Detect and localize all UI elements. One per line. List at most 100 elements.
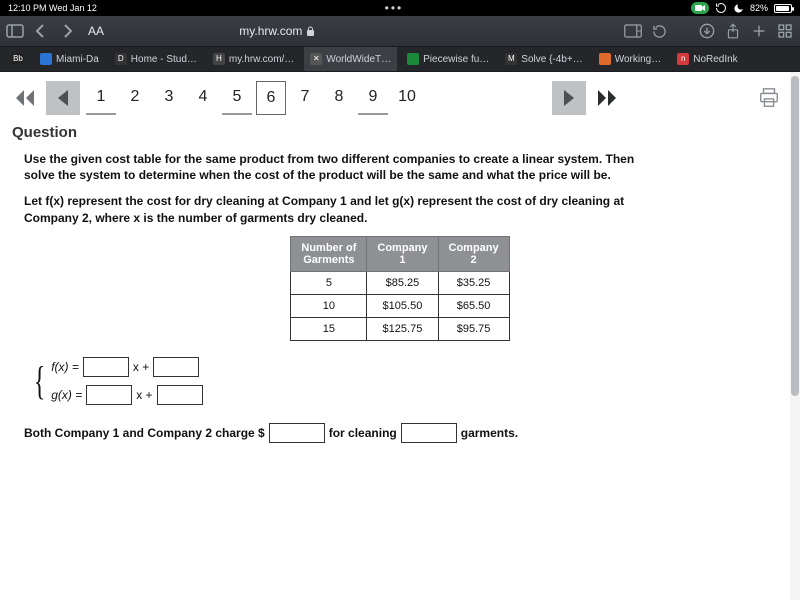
table-cell: $35.25 <box>438 271 509 294</box>
tab-label: WorldWideT… <box>326 54 391 65</box>
pager-next-button[interactable] <box>552 81 586 115</box>
table-cell: $65.50 <box>438 294 509 317</box>
page-content: 12345678910 Question Use the given cost … <box>0 72 800 600</box>
tab-label: Solve {-4b+… <box>521 54 582 65</box>
pager-first-button[interactable] <box>8 81 42 115</box>
f-xplus: x + <box>133 360 149 374</box>
new-tab-button[interactable] <box>750 22 768 40</box>
question-heading: Question <box>12 124 776 141</box>
brace-icon: { <box>34 362 46 400</box>
browser-tab[interactable]: Piecewise fu… <box>401 47 495 71</box>
battery-icon <box>774 4 792 13</box>
share-button[interactable] <box>724 22 742 40</box>
favicon-icon: M <box>505 53 517 65</box>
tab-label: Miami-Da <box>56 54 99 65</box>
pager-number[interactable]: 10 <box>392 81 422 115</box>
ipad-status-bar: 12:10 PM Wed Jan 12 ••• 82% <box>0 0 800 16</box>
print-button[interactable] <box>756 85 782 111</box>
table-cell: $85.25 <box>367 271 438 294</box>
table-header-company2: Company2 <box>438 236 509 271</box>
pager-number[interactable]: 9 <box>358 81 388 115</box>
g-lhs: g(x) = <box>51 388 82 402</box>
question-pager: 12345678910 <box>0 72 800 118</box>
back-button[interactable] <box>32 22 50 40</box>
table-row: 5$85.25$35.25 <box>291 271 509 294</box>
reader-icon[interactable] <box>624 22 642 40</box>
browser-tab[interactable]: ✕ WorldWideT… <box>304 47 397 71</box>
table-cell: 10 <box>291 294 367 317</box>
browser-tabs-bar: Bb Miami-Da D Home - Stud… Hmy.hrw.com/… ✕ Wor… <box>0 46 800 72</box>
pager-number[interactable]: 4 <box>188 81 218 115</box>
battery-percent: 82% <box>750 3 768 13</box>
garments-input[interactable] <box>401 423 457 443</box>
forward-button <box>58 22 76 40</box>
f-slope-input[interactable] <box>83 357 129 377</box>
sidebar-toggle-icon[interactable] <box>6 22 24 40</box>
lock-icon <box>306 26 315 37</box>
text-size-button[interactable]: AA <box>88 24 104 38</box>
favicon-icon: n <box>677 53 689 65</box>
status-time: 12:10 PM Wed Jan 12 <box>8 3 97 13</box>
browser-tab[interactable]: n NoRedInk <box>671 47 743 71</box>
tab-label: Home - Stud… <box>131 54 197 65</box>
table-header-garments: Number ofGarments <box>291 236 367 271</box>
browser-tab[interactable]: Miami-Da <box>34 47 105 71</box>
safari-toolbar: AA my.hrw.com <box>0 16 800 46</box>
question-paragraph-2: Let f(x) represent the cost for dry clea… <box>24 193 644 225</box>
moon-icon <box>733 3 744 14</box>
pager-last-button[interactable] <box>590 81 624 115</box>
orientation-lock-icon <box>715 2 727 14</box>
pager-number[interactable]: 3 <box>154 81 184 115</box>
g-xplus: x + <box>136 388 152 402</box>
favicon-icon: ✕ <box>310 53 322 65</box>
url-host: my.hrw.com <box>239 24 302 38</box>
price-input[interactable] <box>269 423 325 443</box>
pager-number[interactable]: 2 <box>120 81 150 115</box>
cost-table: Number ofGarments Company1 Company2 5$85… <box>290 236 509 341</box>
table-cell: $95.75 <box>438 317 509 340</box>
equation-system: { f(x) = x + g(x) = x + <box>30 357 776 405</box>
g-slope-input[interactable] <box>86 385 132 405</box>
favicon-icon: Bb <box>12 53 24 65</box>
browser-tab[interactable]: D Home - Stud… <box>109 47 203 71</box>
table-row: 10$105.50$65.50 <box>291 294 509 317</box>
vertical-scrollbar[interactable] <box>790 72 800 600</box>
tabs-overview-button[interactable] <box>776 22 794 40</box>
camera-indicator-pill <box>691 2 709 14</box>
browser-tab[interactable]: M Solve {-4b+… <box>499 47 588 71</box>
g-intercept-input[interactable] <box>157 385 203 405</box>
downloads-button[interactable] <box>698 22 716 40</box>
table-cell: 15 <box>291 317 367 340</box>
f-intercept-input[interactable] <box>153 357 199 377</box>
browser-tab[interactable]: Hmy.hrw.com/… <box>207 47 300 71</box>
pager-number[interactable]: 7 <box>290 81 320 115</box>
favicon-icon: D <box>115 53 127 65</box>
equation-g: g(x) = x + <box>51 385 202 405</box>
tab-label: my.hrw.com/… <box>229 54 294 65</box>
sentence-part-1: Both Company 1 and Company 2 charge $ <box>24 426 265 440</box>
pager-number[interactable]: 1 <box>86 81 116 115</box>
pager-number[interactable]: 6 <box>256 81 286 115</box>
reload-button[interactable] <box>650 22 668 40</box>
answer-sentence: Both Company 1 and Company 2 charge $ fo… <box>24 423 776 443</box>
browser-tab[interactable]: Bb <box>6 47 30 71</box>
question-paragraph-1: Use the given cost table for the same pr… <box>24 151 644 183</box>
scrollbar-thumb[interactable] <box>791 76 799 396</box>
table-cell: $105.50 <box>367 294 438 317</box>
equation-f: f(x) = x + <box>51 357 202 377</box>
sentence-part-3: garments. <box>461 426 518 440</box>
browser-tab[interactable]: Working… <box>593 47 668 71</box>
tab-label: NoRedInk <box>693 54 737 65</box>
table-row: 15$125.75$95.75 <box>291 317 509 340</box>
tab-label: Piecewise fu… <box>423 54 489 65</box>
favicon-icon <box>407 53 419 65</box>
multitask-dots[interactable]: ••• <box>385 1 404 15</box>
sentence-part-2: for cleaning <box>329 426 397 440</box>
f-lhs: f(x) = <box>51 360 79 374</box>
pager-number[interactable]: 5 <box>222 81 252 115</box>
pager-number[interactable]: 8 <box>324 81 354 115</box>
table-cell: 5 <box>291 271 367 294</box>
address-bar[interactable]: my.hrw.com <box>112 24 443 38</box>
table-cell: $125.75 <box>367 317 438 340</box>
pager-prev-button[interactable] <box>46 81 80 115</box>
